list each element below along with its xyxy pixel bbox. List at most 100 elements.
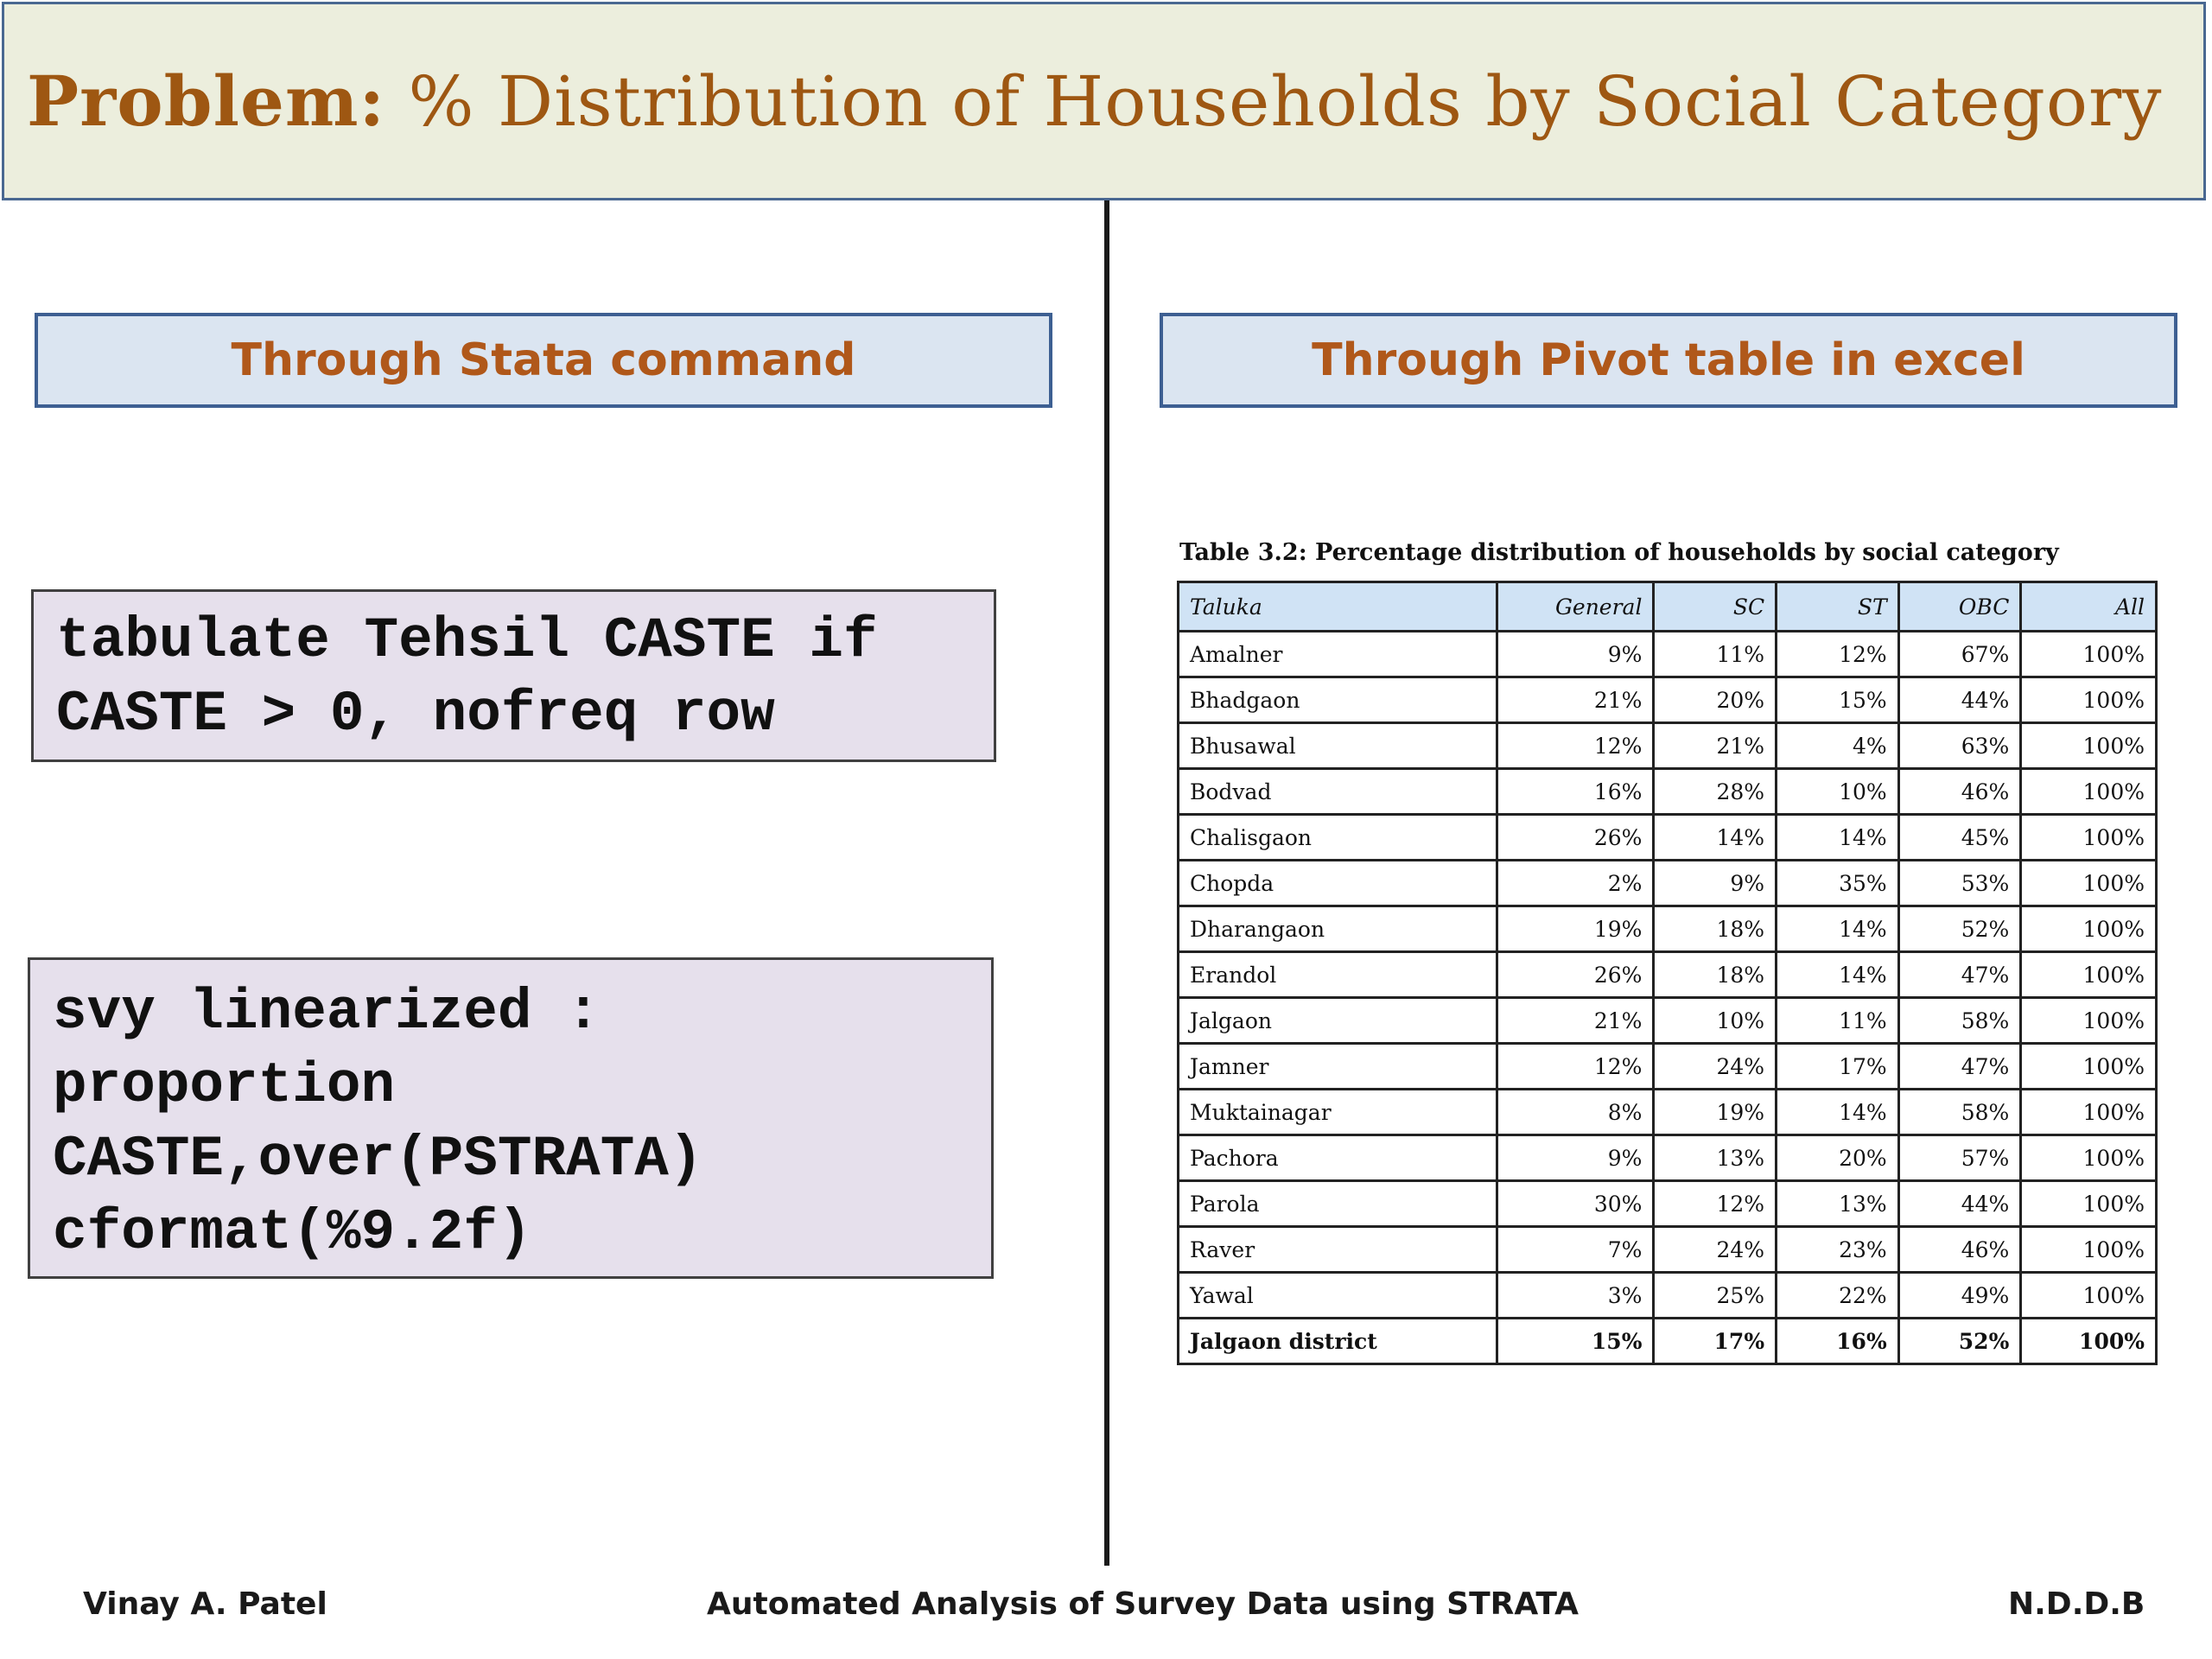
table-header-row: Taluka General SC ST OBC All	[1177, 581, 2158, 632]
percent-cell: 100%	[2019, 1134, 2158, 1182]
percent-cell: 58%	[1897, 1088, 2023, 1136]
taluka-cell: Pachora	[1177, 1134, 1498, 1182]
footer-author: Vinay A. Patel	[83, 1586, 327, 1622]
table-row: Erandol 26% 18% 14% 47% 100%	[1177, 950, 2158, 999]
percent-cell: 46%	[1897, 767, 2023, 816]
percent-cell: 100%	[2019, 1179, 2158, 1228]
total-percent-cell: 16%	[1775, 1317, 1900, 1365]
title-prefix: Problem:	[27, 60, 386, 142]
title-bar: Problem: % Distribution of Households by…	[2, 2, 2206, 200]
total-percent-cell: 15%	[1495, 1317, 1656, 1365]
percent-cell: 16%	[1495, 767, 1656, 816]
total-percent-cell: 17%	[1652, 1317, 1778, 1365]
tabulate-command-box: tabulate Tehsil CASTE if CASTE > 0, nofr…	[31, 589, 996, 762]
percent-cell: 24%	[1652, 1225, 1778, 1274]
percent-cell: 100%	[2019, 630, 2158, 678]
table-row: Jalgaon 21% 10% 11% 58% 100%	[1177, 996, 2158, 1045]
column-header-st: ST	[1775, 581, 1900, 632]
taluka-cell: Bodvad	[1177, 767, 1498, 816]
percent-cell: 53%	[1897, 859, 2023, 907]
total-percent-cell: 100%	[2019, 1317, 2158, 1365]
column-header-taluka: Taluka	[1177, 581, 1498, 632]
code-line: tabulate Tehsil CASTE if	[56, 608, 878, 673]
percent-cell: 58%	[1897, 996, 2023, 1045]
percent-cell: 13%	[1652, 1134, 1778, 1182]
percent-cell: 24%	[1652, 1042, 1778, 1090]
slide-title: Problem: % Distribution of Households by…	[27, 60, 2162, 142]
percent-cell: 100%	[2019, 905, 2158, 953]
percent-cell: 18%	[1652, 905, 1778, 953]
table-row: Bodvad 16% 28% 10% 46% 100%	[1177, 767, 2158, 816]
percent-cell: 21%	[1652, 721, 1778, 770]
percent-cell: 35%	[1775, 859, 1900, 907]
percent-cell: 26%	[1495, 950, 1656, 999]
svy-command-box: svy linearized : proportion CASTE,over(P…	[28, 957, 994, 1279]
percent-cell: 100%	[2019, 859, 2158, 907]
taluka-cell: Erandol	[1177, 950, 1498, 999]
percent-cell: 8%	[1495, 1088, 1656, 1136]
percent-cell: 23%	[1775, 1225, 1900, 1274]
taluka-cell: Yawal	[1177, 1271, 1498, 1319]
percent-cell: 11%	[1652, 630, 1778, 678]
code-line: svy linearized :	[53, 980, 601, 1045]
percent-cell: 21%	[1495, 676, 1656, 724]
percent-cell: 44%	[1897, 676, 2023, 724]
taluka-cell: Chopda	[1177, 859, 1498, 907]
percent-cell: 14%	[1775, 813, 1900, 861]
table-row: Dharangaon 19% 18% 14% 52% 100%	[1177, 905, 2158, 953]
table-row: Jamner 12% 24% 17% 47% 100%	[1177, 1042, 2158, 1090]
percent-cell: 44%	[1897, 1179, 2023, 1228]
percent-cell: 9%	[1652, 859, 1778, 907]
percent-cell: 14%	[1652, 813, 1778, 861]
percent-cell: 10%	[1775, 767, 1900, 816]
table-row: Parola 30% 12% 13% 44% 100%	[1177, 1179, 2158, 1228]
percent-cell: 10%	[1652, 996, 1778, 1045]
percent-cell: 12%	[1495, 1042, 1656, 1090]
percent-cell: 9%	[1495, 1134, 1656, 1182]
percent-cell: 30%	[1495, 1179, 1656, 1228]
percent-cell: 15%	[1775, 676, 1900, 724]
percent-cell: 100%	[2019, 721, 2158, 770]
percent-cell: 100%	[2019, 996, 2158, 1045]
footer-title: Automated Analysis of Survey Data using …	[707, 1586, 1580, 1622]
percent-cell: 46%	[1897, 1225, 2023, 1274]
taluka-cell: Jalgaon	[1177, 996, 1498, 1045]
percent-cell: 3%	[1495, 1271, 1656, 1319]
percent-cell: 26%	[1495, 813, 1656, 861]
taluka-cell: Raver	[1177, 1225, 1498, 1274]
percent-cell: 19%	[1652, 1088, 1778, 1136]
percent-cell: 100%	[2019, 813, 2158, 861]
percent-cell: 12%	[1775, 630, 1900, 678]
pivot-section-header: Through Pivot table in excel	[1160, 313, 2177, 408]
percent-cell: 14%	[1775, 950, 1900, 999]
taluka-cell: Jamner	[1177, 1042, 1498, 1090]
percent-cell: 100%	[2019, 1042, 2158, 1090]
percent-cell: 67%	[1897, 630, 2023, 678]
table-body: Amalner 9% 11% 12% 67% 100% Bhadgaon 21% 20% 15% 4…	[1177, 630, 2158, 1365]
percent-cell: 9%	[1495, 630, 1656, 678]
percent-cell: 2%	[1495, 859, 1656, 907]
percent-cell: 22%	[1775, 1271, 1900, 1319]
table-row: Yawal 3% 25% 22% 49% 100%	[1177, 1271, 2158, 1319]
taluka-cell: Amalner	[1177, 630, 1498, 678]
percent-cell: 20%	[1775, 1134, 1900, 1182]
column-header-sc: SC	[1652, 581, 1778, 632]
percent-cell: 57%	[1897, 1134, 2023, 1182]
vertical-divider	[1104, 200, 1109, 1566]
code-line: cformat(%9.2f)	[53, 1200, 532, 1265]
column-header-all: All	[2019, 581, 2158, 632]
taluka-cell: Parola	[1177, 1179, 1498, 1228]
percent-cell: 100%	[2019, 1088, 2158, 1136]
percent-cell: 49%	[1897, 1271, 2023, 1319]
percent-cell: 21%	[1495, 996, 1656, 1045]
percent-cell: 20%	[1652, 676, 1778, 724]
percent-cell: 25%	[1652, 1271, 1778, 1319]
percent-cell: 12%	[1652, 1179, 1778, 1228]
percent-cell: 63%	[1897, 721, 2023, 770]
percent-cell: 14%	[1775, 905, 1900, 953]
footer-org: N.D.D.B	[2008, 1586, 2145, 1622]
table-caption: Table 3.2: Percentage distribution of ho…	[1179, 539, 2059, 566]
percent-cell: 13%	[1775, 1179, 1900, 1228]
percent-cell: 100%	[2019, 950, 2158, 999]
percent-cell: 52%	[1897, 905, 2023, 953]
